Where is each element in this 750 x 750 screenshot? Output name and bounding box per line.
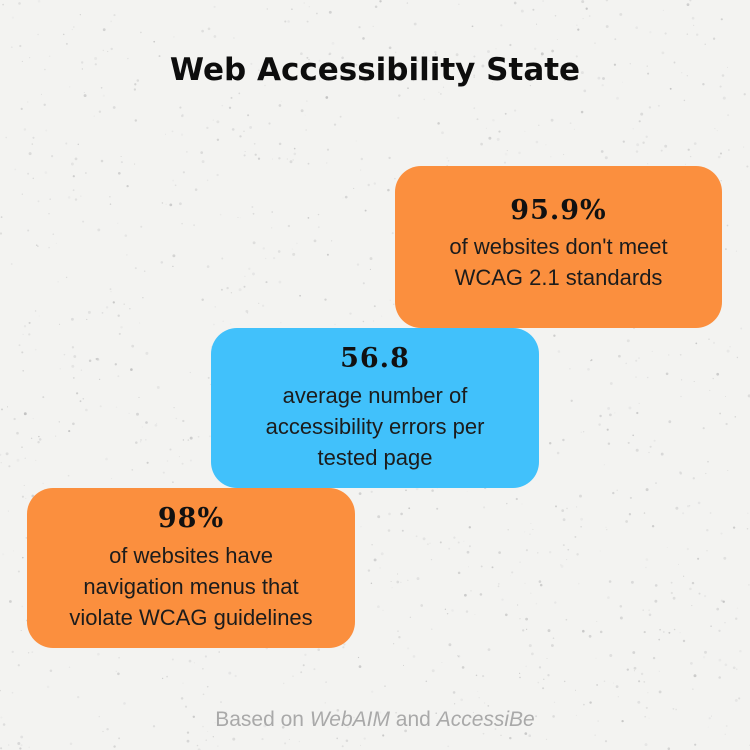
stat-value: 95.9% bbox=[510, 194, 607, 226]
page-title: Web Accessibility State bbox=[169, 52, 581, 88]
stat-description-line: accessibility errors per bbox=[265, 413, 485, 439]
stat-description-line: of websites have bbox=[109, 542, 273, 568]
source-footer: Based on WebAIM and AccessiBe bbox=[0, 708, 750, 732]
stat-value: 98% bbox=[157, 503, 225, 535]
stat-description: of websites don't meet WCAG 2.1 standard… bbox=[449, 231, 667, 293]
footer-source-accessibe: AccessiBe bbox=[436, 708, 535, 731]
stat-description-line: WCAG 2.1 standards bbox=[454, 265, 663, 291]
footer-prefix: Based on bbox=[215, 708, 310, 731]
footer-conjunction: and bbox=[389, 708, 437, 731]
stat-description: average number of accessibility errors p… bbox=[266, 380, 485, 473]
stat-card-average-errors: 56.8 average number of accessibility err… bbox=[211, 328, 539, 488]
stat-card-websites-not-meeting-wcag: 95.9% of websites don't meet WCAG 2.1 st… bbox=[395, 166, 722, 328]
stat-value: 56.8 bbox=[340, 343, 410, 375]
stat-description-line: of websites don't meet bbox=[449, 234, 668, 260]
stat-description-line: tested page bbox=[317, 444, 433, 470]
stat-description-line: average number of bbox=[282, 382, 468, 408]
stat-description: of websites have navigation menus that v… bbox=[69, 540, 312, 633]
stat-card-navigation-menus: 98% of websites have navigation menus th… bbox=[27, 488, 355, 648]
stat-description-line: navigation menus that bbox=[83, 573, 299, 599]
stat-description-line: violate WCAG guidelines bbox=[69, 604, 313, 630]
footer-source-webaim: WebAIM bbox=[309, 708, 390, 731]
